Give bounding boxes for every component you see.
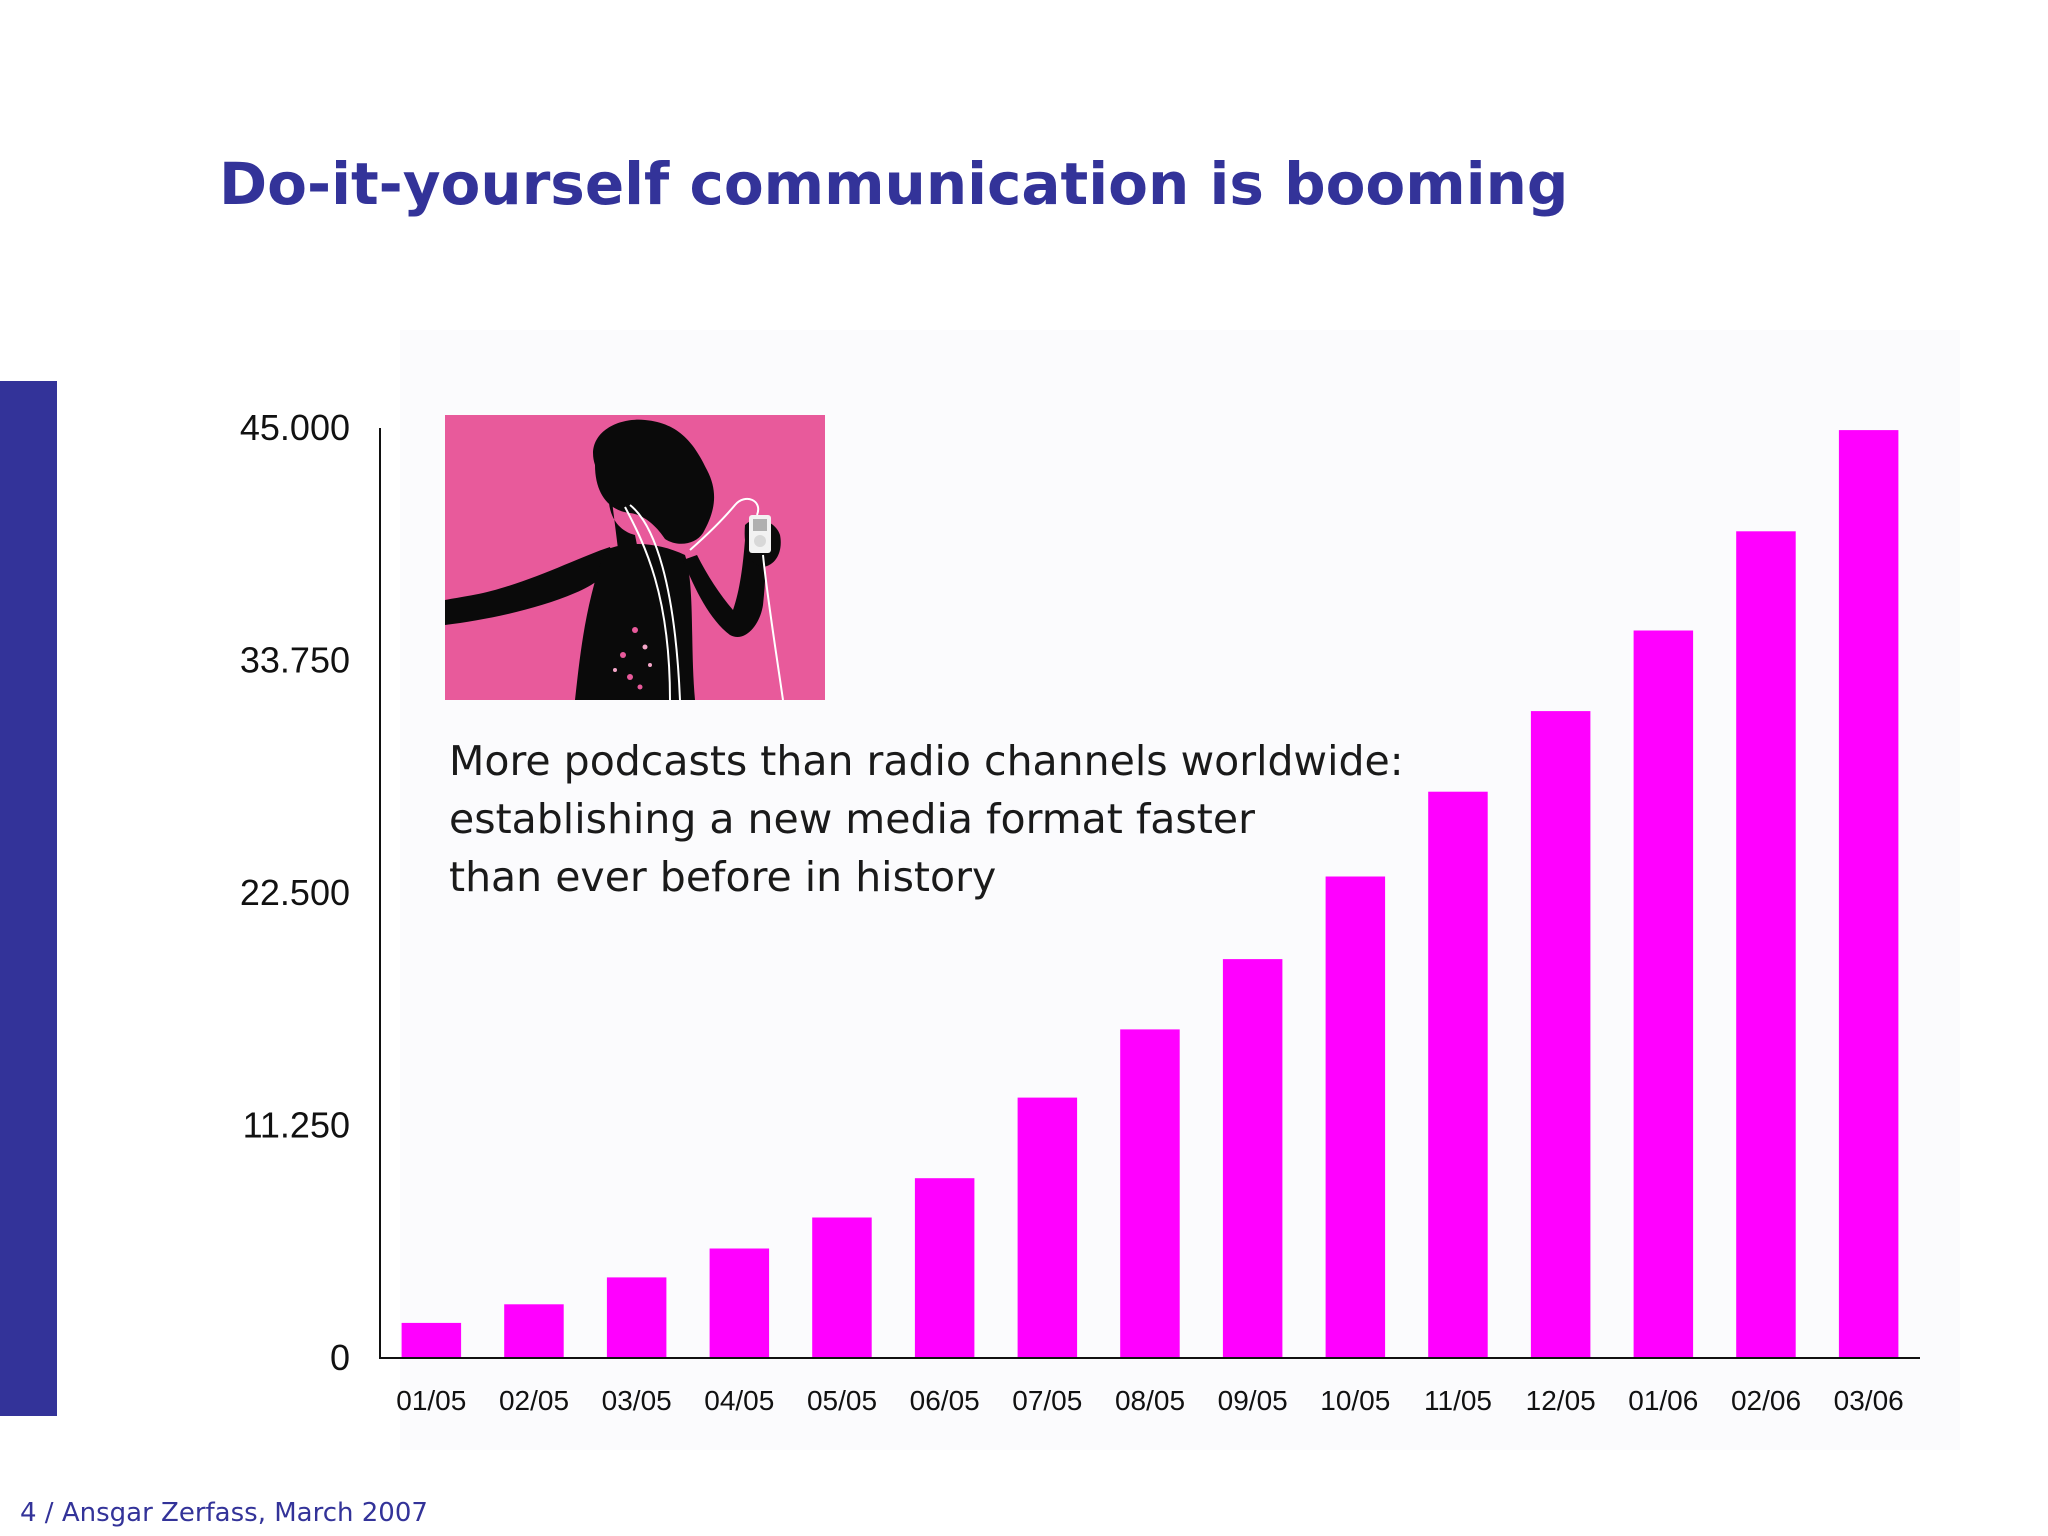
annotation-line-1: More podcasts than radio channels worldw…	[449, 737, 1404, 785]
bar	[1222, 959, 1283, 1358]
bar	[1736, 531, 1796, 1358]
x-tick-label: 02/05	[499, 1385, 569, 1416]
bar	[1120, 1029, 1180, 1358]
x-tick-label: 10/05	[1320, 1385, 1390, 1416]
y-tick-label: 22.500	[240, 872, 350, 913]
y-tick-label: 45.000	[240, 407, 350, 448]
annotation-line-2: establishing a new media format faster	[449, 795, 1255, 843]
bar	[1633, 630, 1694, 1358]
x-tick-label: 12/05	[1526, 1385, 1596, 1416]
y-tick-label: 0	[330, 1337, 350, 1378]
x-tick-label: 03/05	[602, 1385, 672, 1416]
dancer-silhouette-icon	[445, 415, 825, 700]
x-tick-label: 02/06	[1731, 1385, 1801, 1416]
y-tick-label: 33.750	[240, 640, 350, 681]
slide-footer: 4 / Ansgar Zerfass, March 2007	[20, 1498, 428, 1528]
podcast-listener-photo	[445, 415, 825, 700]
annotation-line-3: than ever before in history	[449, 853, 997, 901]
accent-bar	[0, 381, 57, 1416]
x-tick-label: 08/05	[1115, 1385, 1185, 1416]
x-tick-label: 01/06	[1628, 1385, 1698, 1416]
bar	[1428, 791, 1488, 1358]
y-tick-label: 11.250	[243, 1105, 350, 1146]
x-tick-label: 03/06	[1834, 1385, 1904, 1416]
x-tick-label: 07/05	[1012, 1385, 1082, 1416]
x-tick-label: 05/05	[807, 1385, 877, 1416]
x-tick-label: 04/05	[704, 1385, 774, 1416]
bar	[914, 1178, 975, 1358]
x-tick-label: 11/05	[1424, 1385, 1492, 1416]
bar	[504, 1304, 564, 1358]
bar	[812, 1217, 872, 1358]
slide-title: Do-it-yourself communication is booming	[219, 150, 1569, 218]
x-tick-label: 01/05	[396, 1385, 466, 1416]
x-tick-label: 06/05	[910, 1385, 980, 1416]
chart-annotation: More podcasts than radio channels worldw…	[449, 732, 1449, 906]
bar	[1325, 876, 1386, 1358]
bar	[606, 1277, 667, 1358]
bar	[401, 1322, 462, 1358]
x-tick-label: 09/05	[1218, 1385, 1288, 1416]
bar	[1838, 430, 1899, 1359]
bar	[709, 1248, 770, 1358]
bar	[1530, 711, 1591, 1358]
bar	[1017, 1097, 1078, 1358]
